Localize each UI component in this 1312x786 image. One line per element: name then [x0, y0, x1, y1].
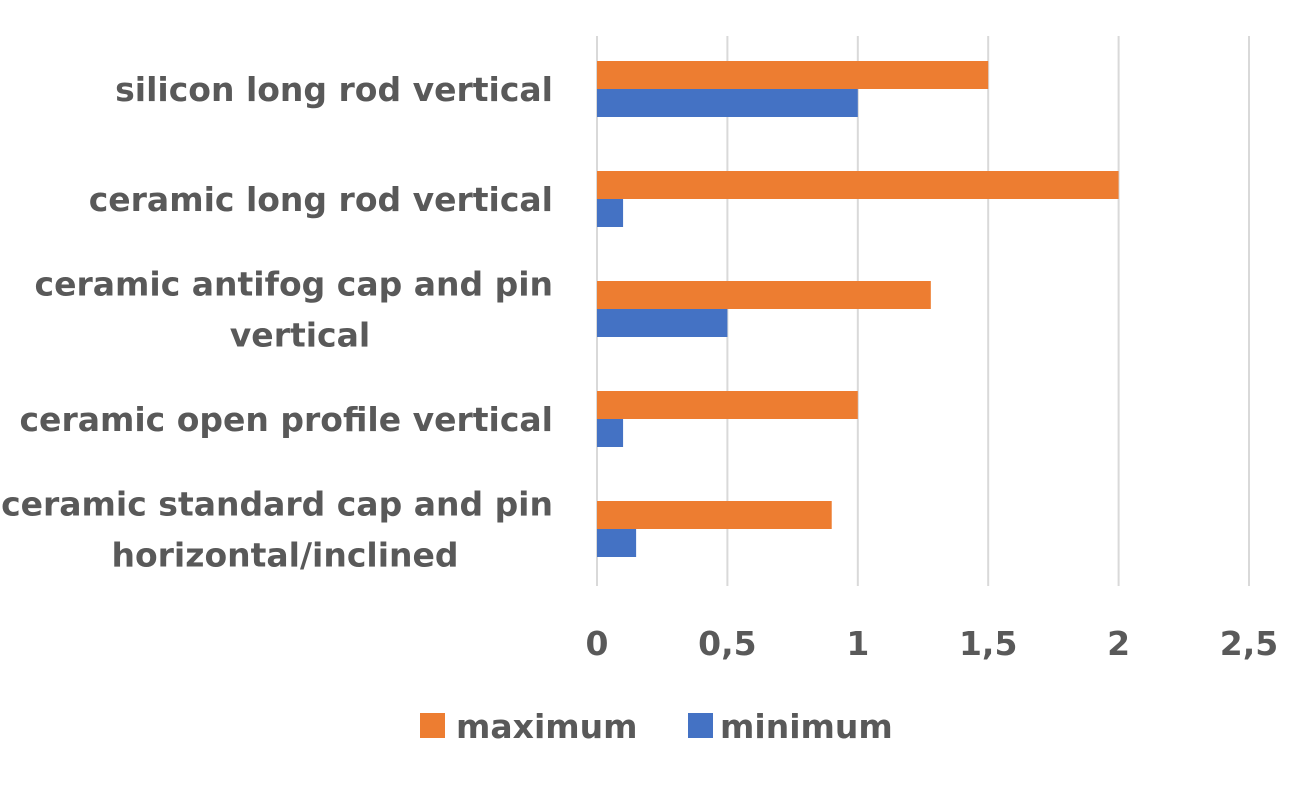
bar-minimum: [597, 309, 728, 337]
category-label: ceramic antifog cap and pin: [35, 265, 553, 304]
bar-maximum: [597, 281, 931, 309]
legend-label-maximum: maximum: [456, 707, 638, 746]
bars: [597, 61, 1119, 557]
bar-maximum: [597, 391, 858, 419]
category-label: vertical: [230, 316, 370, 355]
x-tick-label: 0,5: [698, 624, 756, 663]
bar-maximum: [597, 501, 832, 529]
bar-minimum: [597, 89, 858, 117]
bar-maximum: [597, 61, 989, 89]
category-label: ceramic standard cap and pin: [1, 485, 553, 524]
category-label: ceramic long rod vertical: [89, 180, 553, 219]
bar-maximum: [597, 171, 1119, 199]
x-tick-label: 2,5: [1220, 624, 1278, 663]
gridlines: [596, 36, 1250, 586]
bar-minimum: [597, 529, 637, 557]
legend: maximum minimum: [420, 707, 893, 746]
category-label: silicon long rod vertical: [115, 70, 553, 109]
legend-swatch-minimum: [688, 713, 713, 738]
x-tick-labels: 0 0,5 1 1,5 2 2,5: [586, 624, 1279, 663]
x-tick-label: 1,5: [959, 624, 1017, 663]
x-tick-label: 0: [586, 624, 609, 663]
legend-label-minimum: minimum: [720, 707, 893, 746]
bar-minimum: [597, 419, 624, 447]
category-label: ceramic open profile vertical: [20, 400, 554, 439]
x-tick-label: 2: [1107, 624, 1130, 663]
legend-swatch-maximum: [420, 713, 445, 738]
category-label: horizontal/inclined: [111, 536, 458, 575]
x-tick-label: 1: [846, 624, 869, 663]
category-labels: silicon long rod vertical ceramic long ro…: [1, 70, 553, 575]
bar-minimum: [597, 199, 624, 227]
